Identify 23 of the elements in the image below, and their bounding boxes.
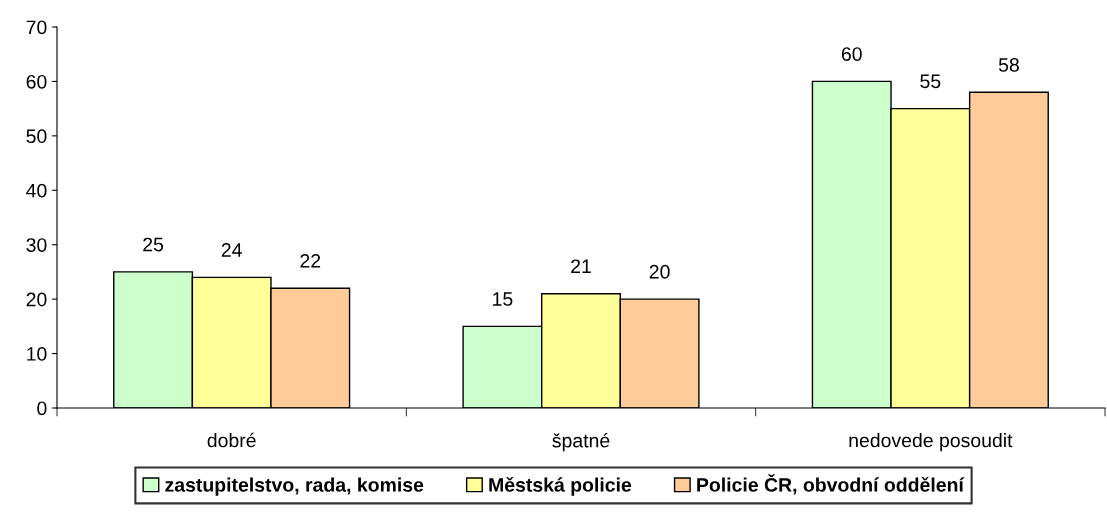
y-tick-label: 20 [26,292,47,307]
y-tick-label: 0 [37,401,47,416]
y-tick-label: 40 [26,183,47,198]
y-tick-label: 10 [27,347,47,361]
legend-label: Policie ČR, obvodní oddělení [697,474,965,495]
x-tick-label: špatné [552,433,610,452]
data-label: 55 [920,74,941,89]
y-tick-label: 70 [26,20,47,35]
y-tick-label: 50 [26,129,47,144]
y-tick-label: 60 [26,74,47,89]
data-label: 25 [143,237,164,252]
x-tick-label: nedovede posoudit [849,433,1013,452]
y-tick-label: 30 [26,238,47,252]
legend-label: Městská policie [489,477,632,496]
data-label: 22 [300,253,321,268]
data-label: 58 [998,58,1019,72]
data-label: 60 [841,47,862,61]
data-label: 15 [493,292,513,306]
data-label: 20 [649,264,670,279]
data-label: 24 [221,243,242,257]
data-label: 21 [571,259,591,273]
legend-label: zastupitelstvo, rada, komise [165,477,424,496]
x-tick-label: dobré [207,432,256,448]
